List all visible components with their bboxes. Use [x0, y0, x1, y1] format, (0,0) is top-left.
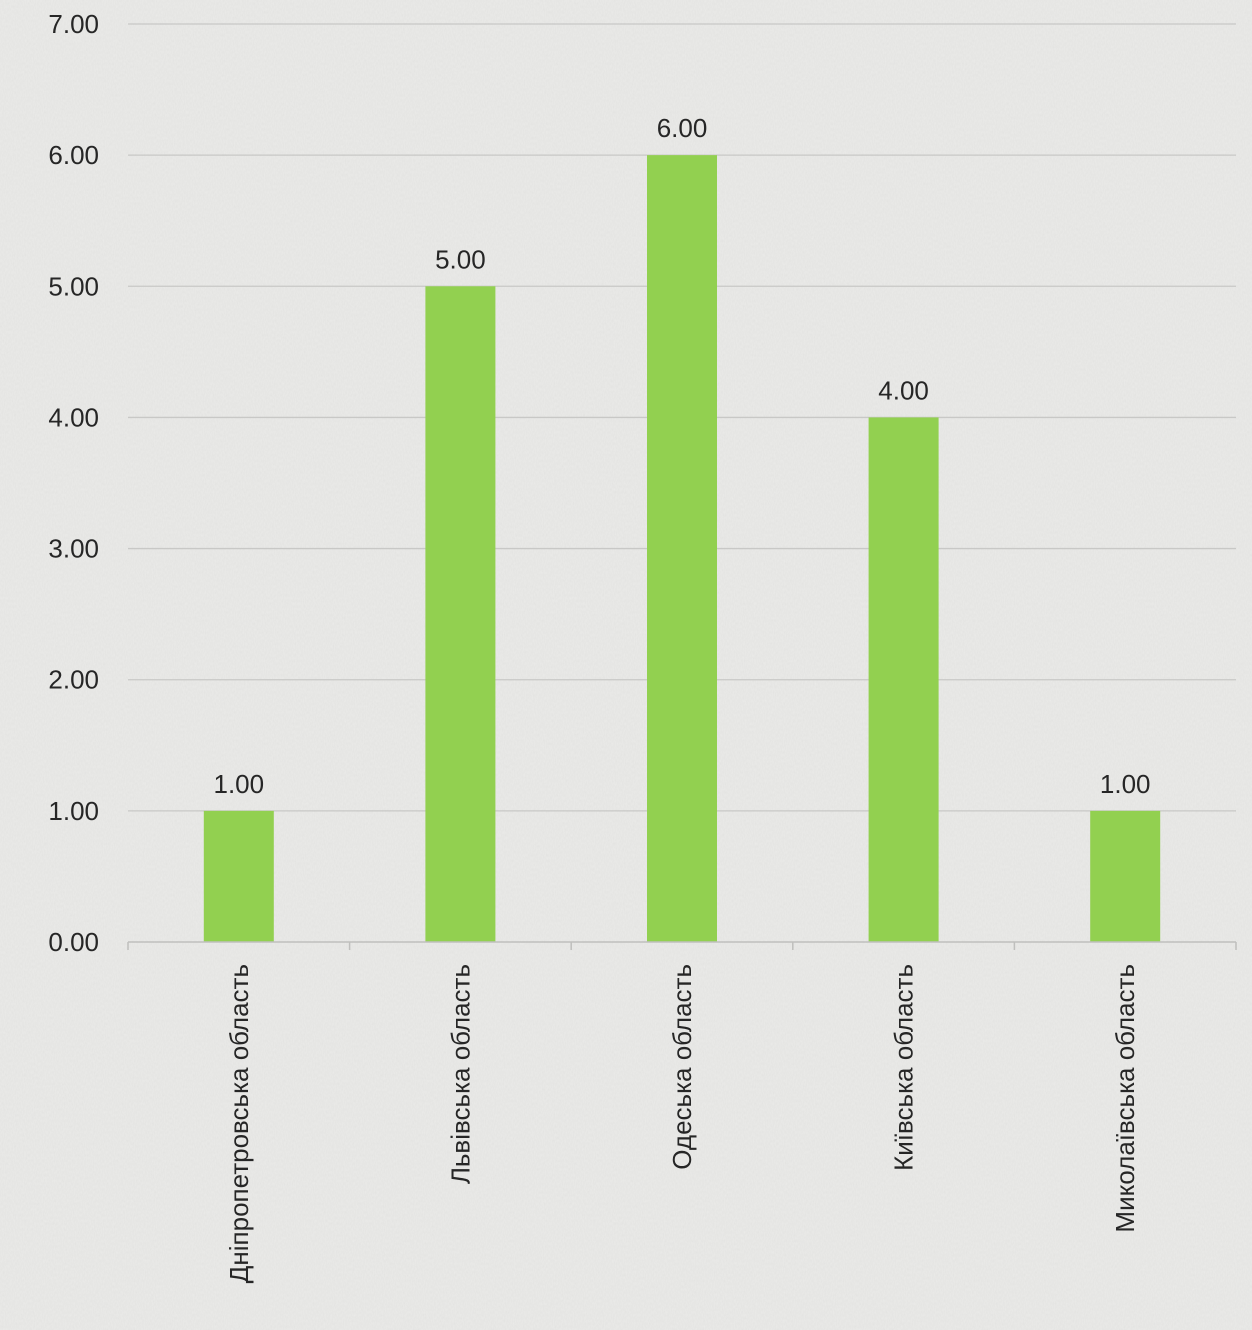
bar — [647, 155, 717, 943]
bars — [203, 155, 1161, 943]
data-label: 1.00 — [213, 769, 264, 799]
category-label: Львівська область — [445, 964, 475, 1184]
category-label: Одеська область — [667, 964, 697, 1170]
y-tick-label: 5.00 — [48, 271, 99, 301]
category-label: Київська область — [889, 964, 919, 1171]
x-axis-category-labels: Дніпропетровська область Львівська област… — [224, 964, 1140, 1283]
data-label: 1.00 — [1100, 769, 1151, 799]
x-axis — [127, 941, 1237, 950]
category-label: Миколаївська область — [1110, 964, 1140, 1233]
y-axis-tick-labels: 0.00 1.00 2.00 3.00 4.00 5.00 6.00 7.00 — [48, 9, 99, 957]
data-label: 6.00 — [657, 113, 708, 143]
bar — [425, 286, 496, 942]
data-label: 4.00 — [878, 375, 929, 405]
category-label: Дніпропетровська область — [224, 964, 254, 1283]
data-label: 5.00 — [435, 244, 486, 274]
bar — [203, 810, 274, 942]
y-tick-label: 4.00 — [48, 402, 99, 432]
data-labels: 1.00 5.00 6.00 4.00 1.00 — [213, 113, 1150, 799]
y-tick-label: 7.00 — [48, 9, 99, 39]
y-tick-label: 2.00 — [48, 665, 99, 695]
y-tick-label: 1.00 — [48, 796, 99, 826]
bar — [1090, 810, 1161, 942]
y-tick-label: 6.00 — [48, 140, 99, 170]
y-tick-label: 3.00 — [48, 534, 99, 564]
y-tick-label: 0.00 — [48, 927, 99, 957]
bar — [868, 417, 939, 942]
